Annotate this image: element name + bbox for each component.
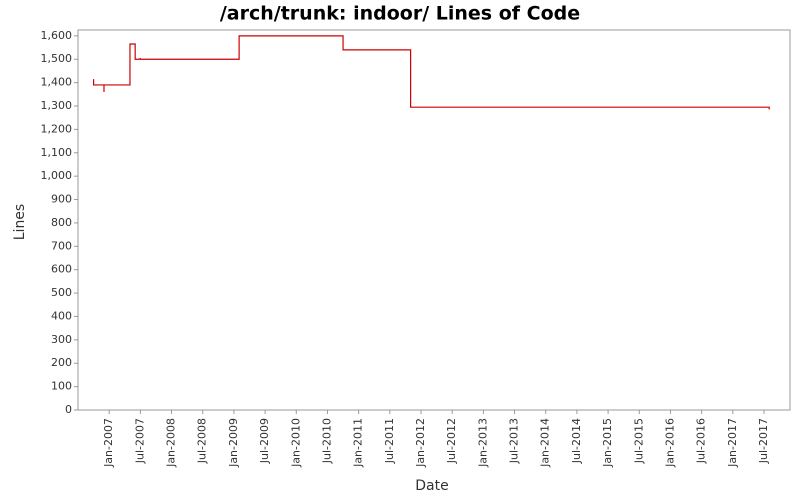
x-tick-label: Jan-2009 [227,418,240,468]
y-tick-label: 1,300 [41,99,73,112]
y-tick-label: 200 [51,356,72,369]
y-tick-label: 0 [65,403,72,416]
x-tick-label: Jan-2008 [165,418,178,468]
data-line [92,35,770,110]
x-tick-label: Jan-2016 [663,418,676,468]
x-tick-label: Jan-2007 [102,418,115,468]
x-tick-label: Jul-2009 [258,418,271,464]
x-tick-label: Jul-2016 [695,418,708,464]
y-tick-label: 600 [51,263,72,276]
y-tick-label: 300 [51,333,72,346]
y-tick-label: 1,000 [41,169,73,182]
y-tick-label: 800 [51,216,72,229]
chart-title: /arch/trunk: indoor/ Lines of Code [220,3,580,25]
y-tick-label: 700 [51,239,72,252]
x-tick-label: Jan-2013 [476,418,489,468]
y-tick-label: 400 [51,309,72,322]
x-tick-label: Jul-2017 [757,418,770,464]
x-tick-label: Jul-2015 [632,418,645,464]
y-tick-label: 900 [51,193,72,206]
x-tick-label: Jul-2007 [133,418,146,464]
x-tick-label: Jul-2008 [196,418,209,464]
plot-area [77,29,791,411]
x-tick-label: Jan-2014 [539,418,552,468]
x-tick-label: Jan-2010 [289,418,302,468]
x-tick-label: Jan-2017 [726,418,739,468]
x-tick-label: Jul-2014 [570,418,583,464]
y-tick-label: 1,100 [41,146,73,159]
x-tick-label: Jan-2012 [414,418,427,468]
y-tick-label: 100 [51,380,72,393]
x-tick-label: Jul-2012 [445,418,458,464]
y-tick-label: 1,200 [41,122,73,135]
x-tick-label: Jul-2010 [320,418,333,464]
y-tick-label: 500 [51,286,72,299]
x-tick-label: Jan-2015 [601,418,614,468]
x-axis-label: Date [415,478,448,494]
x-tick-label: Jul-2011 [383,418,396,464]
x-tick-label: Jan-2011 [352,418,365,468]
y-axis-label: Lines [12,204,28,240]
x-tick-label: Jul-2013 [508,418,521,464]
y-tick-label: 1,600 [41,29,73,42]
y-tick-label: 1,400 [41,76,73,89]
y-tick-label: 1,500 [41,52,73,65]
